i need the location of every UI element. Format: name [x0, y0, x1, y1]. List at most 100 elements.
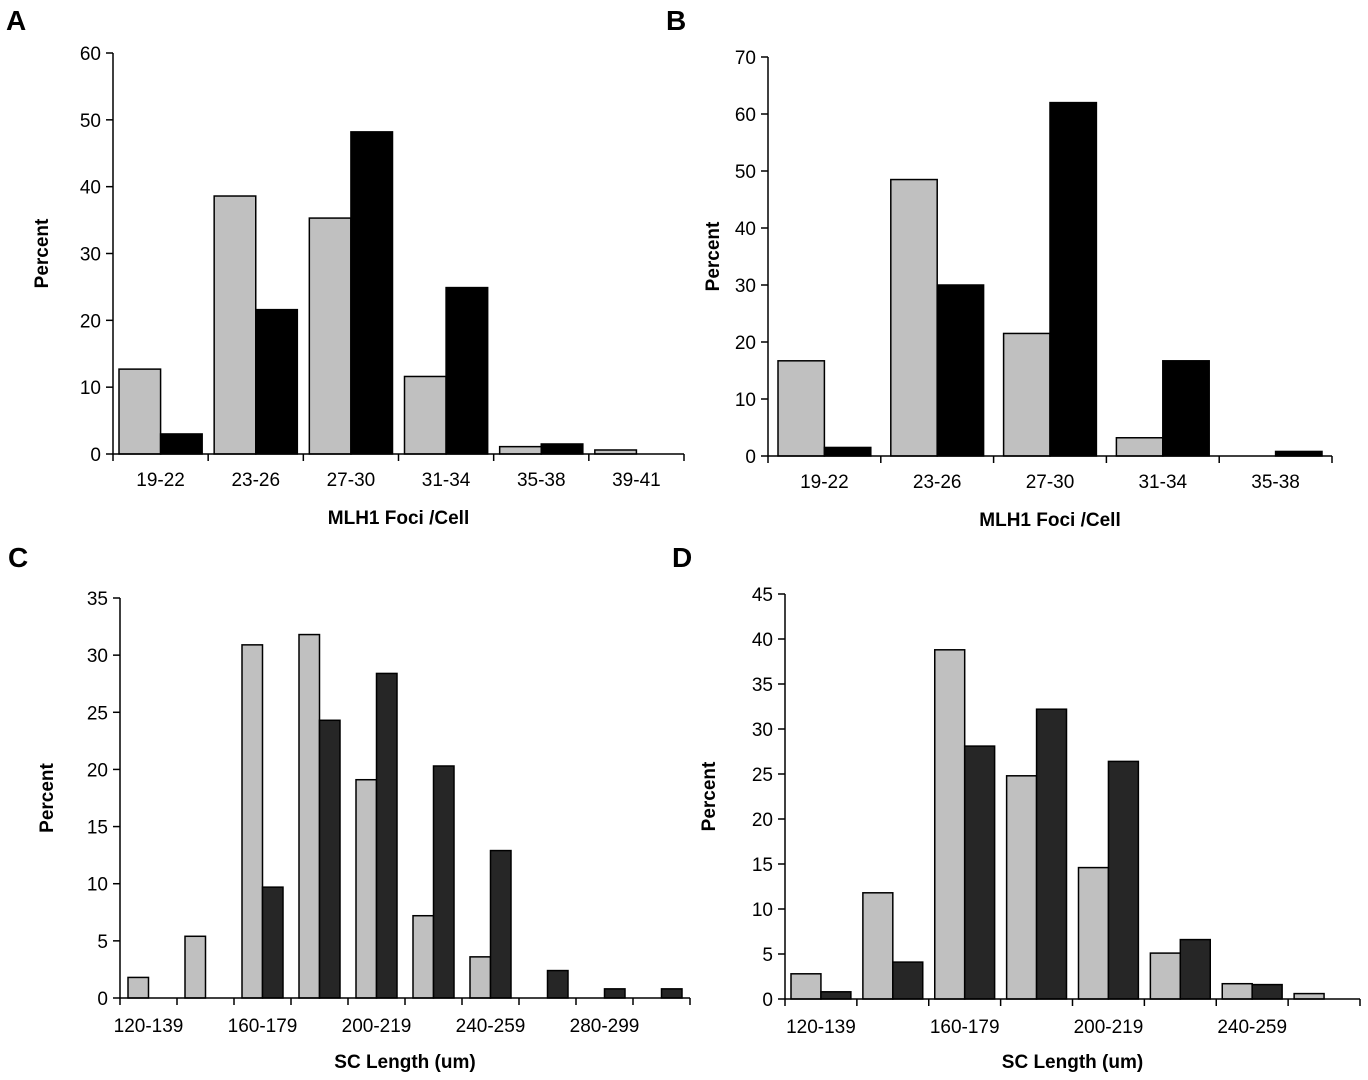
y-tick-label: 40: [80, 178, 101, 199]
bar: [308, 217, 352, 455]
y-tick-label: 0: [762, 990, 773, 1011]
panel-letter-b: B: [666, 5, 686, 36]
chart-a: 0 10 20 30 40 50 60 19-22 23-26 27-30 31-34 35-38 39…: [32, 44, 685, 529]
bar: [469, 956, 492, 999]
y-axis-title: Percent: [699, 761, 720, 831]
y-tick-label: 30: [752, 720, 773, 741]
y-tick-label: 10: [87, 875, 108, 896]
bar: [890, 178, 938, 457]
y-tick-label: 20: [80, 311, 101, 332]
y-tick-label: 0: [97, 989, 108, 1010]
bar: [862, 892, 894, 1000]
bar: [213, 195, 257, 455]
y-tick-label: 20: [752, 810, 773, 831]
x-tick-label: 19-22: [136, 470, 185, 491]
x-tick-label: 31-34: [422, 470, 471, 491]
y-tick-label: 40: [752, 630, 773, 651]
bar: [540, 443, 584, 455]
panel-letter-c: C: [8, 542, 28, 573]
bar: [375, 672, 398, 999]
bar: [1077, 866, 1110, 1000]
bar: [1149, 952, 1182, 1000]
y-tick-label: 35: [752, 675, 773, 696]
x-axis-title: SC Length (um): [1002, 1052, 1143, 1073]
x-tick-label: 35-38: [1251, 472, 1300, 493]
bar: [1179, 938, 1211, 1000]
x-tick-label: 240-259: [1217, 1017, 1287, 1038]
bar: [546, 969, 569, 999]
y-tick-label: 0: [90, 445, 101, 466]
y-axis-title: Percent: [32, 218, 53, 288]
y-tick-label: 20: [87, 760, 108, 781]
y-tick-label: 30: [735, 276, 756, 297]
bar: [1049, 101, 1098, 457]
bar: [603, 988, 626, 999]
bar: [355, 778, 378, 999]
y-tick-label: 25: [752, 765, 773, 786]
y-tick-label: 60: [735, 105, 756, 126]
chart-c: 0 5 10 15 20 25 30 35 120-139 160-179 200-219 240-2…: [37, 589, 691, 1073]
y-tick-label: 10: [752, 900, 773, 921]
x-tick-label: 19-22: [800, 472, 849, 493]
bar: [412, 914, 435, 999]
bar: [1293, 992, 1325, 1000]
x-tick-label: 120-139: [114, 1016, 184, 1037]
bar: [1005, 775, 1038, 1000]
bar: [934, 649, 966, 1000]
x-axis-title: SC Length (um): [334, 1052, 475, 1073]
bar: [498, 445, 542, 455]
x-tick-label: 160-179: [930, 1017, 1000, 1038]
y-tick-label: 30: [87, 646, 108, 667]
x-tick-label: 27-30: [327, 470, 376, 491]
bar: [127, 976, 150, 999]
bar: [936, 284, 985, 457]
bar: [1035, 708, 1068, 1000]
bar: [445, 286, 489, 455]
bar: [1162, 360, 1210, 457]
y-tick-label: 5: [97, 932, 108, 953]
bar: [184, 935, 207, 999]
x-tick-label: 200-219: [342, 1016, 412, 1037]
bar: [1107, 760, 1140, 1000]
x-tick-label: 31-34: [1138, 472, 1187, 493]
bar: [892, 961, 924, 1000]
chart-b: 0 10 20 30 40 50 60 70 19-22 23-26 27-30 31-34 35-38…: [703, 48, 1333, 531]
y-tick-label: 15: [752, 855, 773, 876]
y-tick-label: 10: [735, 390, 756, 411]
y-tick-label: 15: [87, 818, 108, 839]
y-tick-label: 45: [752, 585, 773, 606]
bar: [241, 644, 264, 999]
y-tick-label: 30: [80, 245, 101, 266]
bar: [790, 973, 822, 1000]
y-tick-label: 0: [745, 447, 756, 468]
bar: [823, 446, 872, 457]
y-tick-label: 70: [735, 48, 756, 69]
x-axis-title: MLH1 Foci /Cell: [979, 510, 1120, 531]
y-tick-label: 40: [735, 219, 756, 240]
y-tick-label: 20: [735, 333, 756, 354]
x-tick-label: 240-259: [456, 1016, 526, 1037]
y-axis-title: Percent: [37, 762, 58, 832]
bar: [432, 765, 455, 999]
panel-letter-d: D: [672, 542, 692, 573]
bar: [318, 719, 341, 999]
x-tick-label: 27-30: [1026, 472, 1075, 493]
bar: [118, 368, 162, 455]
x-tick-label: 23-26: [913, 472, 962, 493]
bar: [963, 745, 996, 1000]
bar: [1115, 437, 1164, 457]
bar: [350, 131, 394, 455]
x-tick-label: 39-41: [612, 470, 661, 491]
bar: [1221, 982, 1253, 1000]
bar: [777, 360, 826, 457]
bar: [159, 433, 203, 455]
x-tick-label: 160-179: [228, 1016, 298, 1037]
x-tick-label: 35-38: [517, 470, 566, 491]
x-tick-label: 280-299: [570, 1016, 640, 1037]
y-tick-label: 35: [87, 589, 108, 610]
bar: [820, 991, 852, 1000]
y-tick-label: 5: [762, 945, 773, 966]
bar: [261, 886, 284, 999]
y-tick-label: 50: [735, 162, 756, 183]
bar: [298, 633, 321, 999]
